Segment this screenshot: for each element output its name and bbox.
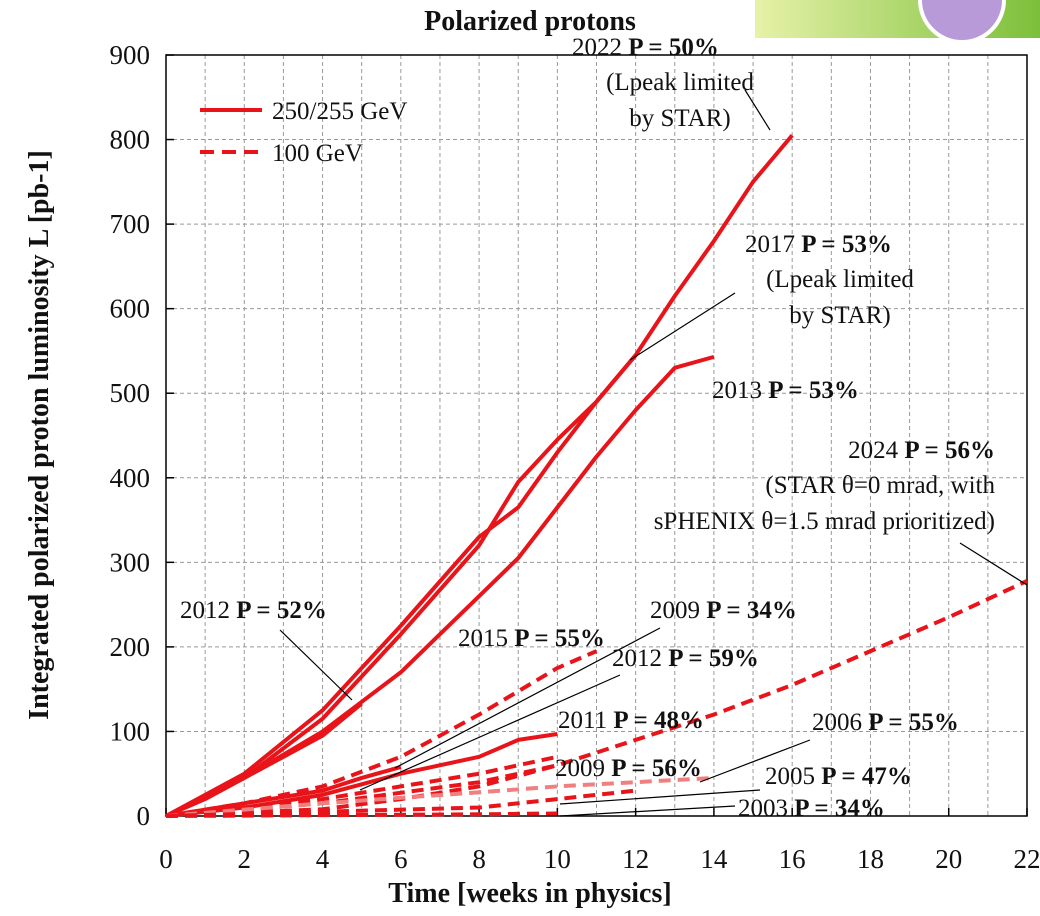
annotation-year: 2005 [765, 763, 815, 790]
annotation-pointer [359, 674, 621, 791]
annotation-pointer [699, 739, 811, 783]
annotation-pointer [394, 627, 661, 769]
logo-disc [918, 0, 1006, 44]
annotation-pointer [559, 805, 736, 817]
annotation-polarization: P = 59% [668, 645, 759, 672]
y-tick-label: 900 [110, 40, 151, 70]
annotation-pointer [959, 542, 1028, 586]
annotation-pointer [279, 629, 353, 701]
annotation-year: 2017 [745, 231, 795, 258]
annotation-year: 2012 [180, 597, 230, 624]
annotation-year: 2013 [712, 377, 762, 404]
series-line [165, 775, 715, 818]
annotation-polarization: P = 34% [794, 795, 885, 822]
series-line [165, 765, 402, 818]
annotation-year: 2012 [612, 645, 662, 672]
x-tick-label: 10 [544, 844, 571, 874]
annotation-year: 2009 [555, 755, 605, 782]
annotation-year: 2011 [558, 707, 607, 734]
y-tick-label: 200 [110, 632, 151, 662]
x-tick-label: 20 [935, 844, 962, 874]
x-tick-label: 6 [394, 844, 408, 874]
annotation-polarization: P = 56% [904, 437, 995, 464]
x-tick-label: 4 [316, 844, 330, 874]
annotation-polarization: P = 55% [868, 709, 959, 736]
x-tick-label: 14 [700, 844, 728, 874]
annotation-year: 2024 [848, 437, 899, 464]
annotation-year: 2006 [812, 709, 862, 736]
annotation-polarization: P = 56% [611, 755, 702, 782]
legend-label: 100 GeV [272, 140, 363, 167]
annotation-note: (STAR θ=0 mrad, with [765, 472, 995, 499]
annotation-polarization: P = 52% [236, 597, 327, 624]
series-line [165, 134, 794, 818]
annotation-year: 2003 [738, 795, 788, 822]
y-tick-label: 600 [110, 294, 151, 324]
x-tick-label: 18 [857, 844, 884, 874]
x-axis-label: Time [weeks in physics] [388, 878, 671, 909]
x-tick-label: 0 [159, 844, 173, 874]
annotation-note: by STAR) [789, 302, 890, 329]
annotation-note: by STAR) [629, 105, 730, 132]
annotation: 2022 P = 50% [572, 34, 719, 61]
annotation-polarization: P = 48% [613, 707, 704, 734]
annotation-polarization: P = 55% [514, 625, 605, 652]
annotation-polarization: P = 53% [768, 377, 859, 404]
annotation: 2006 P = 55% [812, 709, 959, 736]
annotation-note: sPHENIX θ=1.5 mrad prioritized) [654, 508, 995, 535]
annotation-polarization: P = 53% [801, 231, 892, 258]
series-line [165, 701, 363, 818]
annotation-polarization: P = 34% [706, 597, 797, 624]
annotation-year: 2022 [572, 34, 622, 61]
annotation-polarization: P = 47% [821, 763, 912, 790]
annotation-note: (Lpeak limited [606, 69, 754, 96]
x-tick-label: 22 [1014, 844, 1040, 874]
x-tick-label: 2 [238, 844, 252, 874]
annotation-pointer [559, 789, 761, 805]
plot-frame [165, 54, 1028, 817]
annotation: 2009 P = 56% [555, 755, 702, 782]
annotation: 2005 P = 47% [765, 763, 912, 790]
annotation: 2017 P = 53% [745, 231, 892, 258]
series-line [165, 649, 598, 818]
x-tick-label: 8 [472, 844, 486, 874]
annotation: 2003 P = 34% [738, 795, 885, 822]
x-tick-label: 12 [622, 844, 649, 874]
annotation: 2015 P = 55% [458, 625, 605, 652]
annotation-year: 2009 [650, 597, 700, 624]
y-tick-label: 700 [110, 209, 151, 239]
y-tick-label: 500 [110, 378, 151, 408]
annotation: 2009 P = 34% [650, 597, 797, 624]
chart-title: Polarized protons [424, 6, 636, 37]
series-line [165, 579, 1028, 818]
series-line [165, 354, 715, 818]
y-tick-label: 100 [110, 716, 151, 746]
annotation-pointer [629, 292, 736, 361]
annotation: 2011 P = 48% [558, 707, 704, 734]
annotation: 2013 P = 53% [712, 377, 859, 404]
annotation-note: (Lpeak limited [766, 266, 914, 293]
series-line [165, 353, 638, 818]
y-tick-label: 800 [110, 125, 151, 155]
annotation: 2012 P = 59% [612, 645, 759, 672]
legend-label: 250/255 GeV [272, 98, 407, 125]
series-line [165, 788, 636, 818]
annotation: 2012 P = 52% [180, 597, 327, 624]
annotation-year: 2015 [458, 625, 508, 652]
x-tick-label: 16 [779, 844, 806, 874]
annotation: 2024 P = 56% [848, 437, 995, 464]
y-tick-label: 0 [137, 801, 151, 831]
y-tick-label: 300 [110, 547, 151, 577]
annotation-polarization: P = 50% [628, 34, 719, 61]
annotation-pointer [744, 89, 771, 131]
series-line [165, 811, 558, 818]
y-tick-label: 400 [110, 463, 151, 493]
y-axis-label: Integrated polarized proton luminosity L… [24, 150, 55, 720]
